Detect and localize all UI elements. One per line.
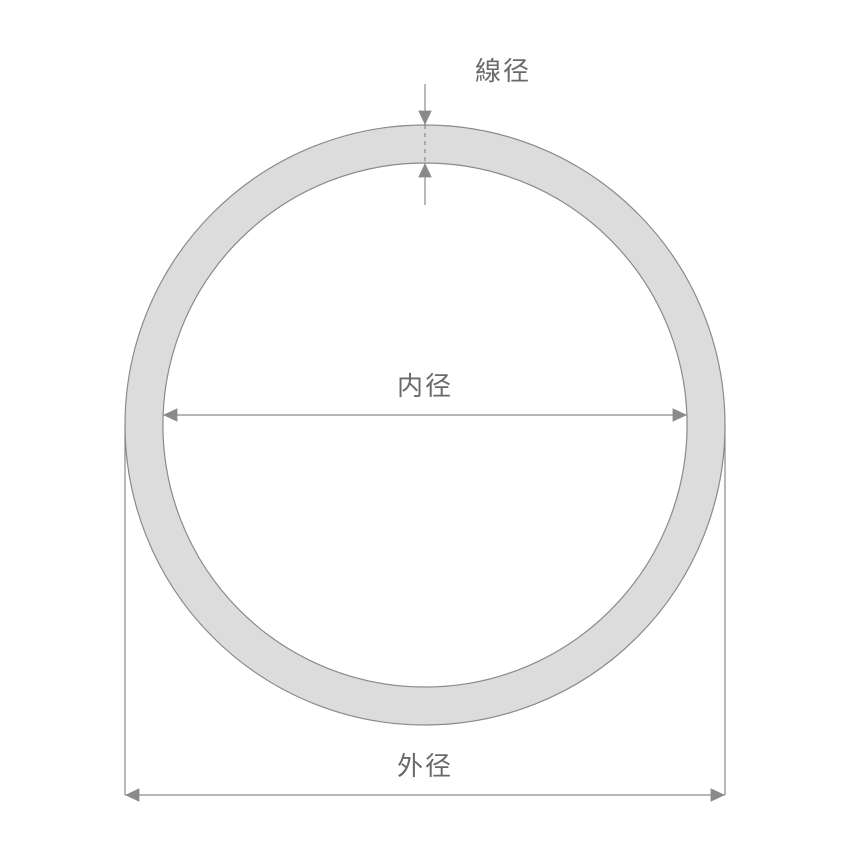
wire-diameter-label: 線径 [475,56,531,86]
outer-diameter-label: 外径 [397,751,453,781]
inner-diameter-label: 内径 [397,371,453,401]
ring-dimension-diagram: 線径内径外径 [0,0,850,850]
ring-shape [125,125,725,725]
